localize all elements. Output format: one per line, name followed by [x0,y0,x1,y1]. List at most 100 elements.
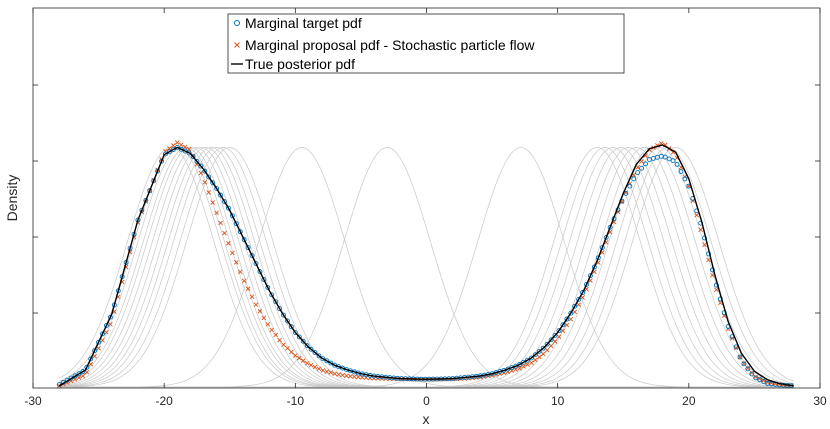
target-marker [281,312,286,318]
legend-box [227,13,625,74]
proposal-marker-stroke [233,260,239,265]
proposal-marker [320,368,326,373]
proposal-marker [210,200,216,205]
proposal-marker-stroke [332,371,338,377]
target-marker [682,176,688,182]
proposal-marker [249,294,255,300]
target-marker [277,306,283,312]
proposal-marker [174,140,180,145]
target-marker [174,144,180,150]
target-marker [300,338,306,344]
target-marker [572,303,578,309]
proposal-marker [257,308,263,314]
proposal-marker-stroke [714,287,719,293]
proposal-marker-stroke [529,360,534,366]
proposal-marker [348,374,353,379]
proposal-marker-stroke [304,360,310,366]
proposal-marker-stroke [643,153,648,158]
proposal-marker-stroke [186,146,192,152]
proposal-marker-stroke [296,355,302,361]
proposal-marker [706,257,711,263]
proposal-marker [304,360,310,366]
target-marker [186,150,192,156]
proposal-marker-stroke [753,374,759,380]
target-marker [741,361,747,367]
proposal-marker-stroke [249,294,255,300]
proposal-marker-stroke [631,172,637,178]
x-ticks: -30 -20 -10 0 10 20 30 [24,8,827,408]
proposal-marker-stroke [308,362,314,368]
proposal-marker-stroke [206,190,212,195]
proposal-marker-stroke [289,349,294,355]
x-tick-label: -10 [287,394,305,408]
target-marker [761,379,767,385]
proposal-marker [186,146,192,152]
target-marker [170,147,176,153]
target-marker [599,245,605,251]
proposal-marker [733,345,739,351]
target-marker [643,161,648,167]
proposal-marker-stroke [698,227,703,233]
proposal-marker-stroke [112,309,117,315]
target-marker [564,316,570,322]
target-marker [737,354,743,360]
target-marker [100,331,105,337]
legend-label-target: Marginal target pdf [245,15,362,31]
proposal-marker-stroke [344,373,349,379]
proposal-marker-stroke [104,329,109,335]
target-marker [745,366,751,372]
proposal-marker-stroke [596,260,601,265]
proposal-marker-stroke [100,337,105,343]
target-marker [147,188,153,194]
target-marker [139,207,145,213]
proposal-marker-stroke [241,278,247,284]
proposal-marker [761,378,766,383]
proposal-marker-stroke [84,369,90,375]
target-marker [218,192,224,198]
target-marker [666,156,672,162]
proposal-marker [104,329,109,335]
target-marker [182,148,188,154]
proposal-marker [108,322,113,327]
x-tick-label: -30 [24,394,42,408]
legend: Marginal target pdf Marginal proposal pd… [227,13,625,74]
proposal-marker-stroke [281,342,286,347]
proposal-marker-stroke [576,302,581,308]
proposal-marker-stroke [76,375,82,380]
target-marker [635,170,641,176]
proposal-marker-stroke [525,362,530,367]
target-marker [151,178,157,184]
proposal-marker-stroke [599,250,605,255]
proposal-marker [533,357,538,363]
proposal-marker-stroke [603,239,609,245]
target-marker [96,339,102,345]
target-marker [166,149,172,155]
proposal-marker [233,260,239,265]
proposal-marker [694,212,700,218]
target-marker [544,341,550,347]
proposal-marker-stroke [293,353,298,358]
target-marker [603,234,609,240]
proposal-marker [340,372,345,378]
proposal-marker [536,354,542,360]
proposal-marker-stroke [749,370,755,376]
proposal-marker [355,374,361,380]
proposal-marker [328,370,334,375]
target-marker [627,183,633,189]
proposal-marker [525,362,530,367]
target-marker [320,356,326,362]
proposal-marker-stroke [552,339,558,344]
proposal-marker [757,376,762,381]
proposal-marker-stroke [355,374,361,380]
proposal-marker-stroke [210,200,216,205]
proposal-marker-stroke [222,230,227,236]
target-marker [257,269,263,275]
target-marker [757,377,763,383]
proposal-marker-stroke [316,366,322,372]
target-marker [190,154,196,160]
proposal-marker-stroke [560,328,566,334]
proposal-marker [717,300,723,306]
true-posterior-line [58,144,794,387]
target-marker [229,213,235,219]
target-marker [568,310,574,316]
